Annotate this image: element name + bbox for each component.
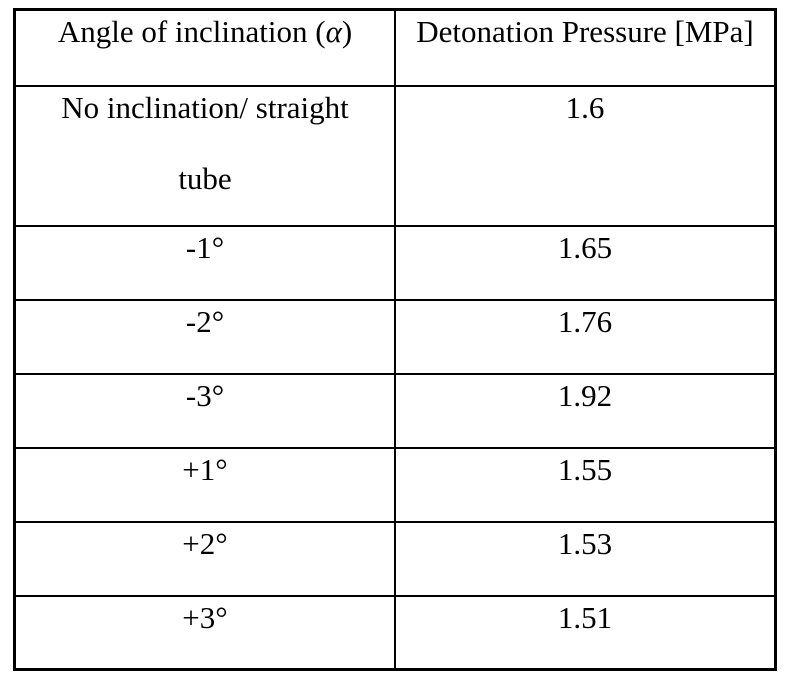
- table-row: -2° 1.76: [13, 298, 777, 375]
- angle-cell: -1°: [13, 224, 396, 301]
- table-row: +1° 1.55: [13, 446, 777, 523]
- angle-cell: No inclination/ straight tube: [13, 84, 396, 227]
- angle-cell: +3°: [13, 594, 396, 671]
- pressure-cell: 1.51: [394, 594, 777, 671]
- pressure-cell: 1.53: [394, 520, 777, 597]
- angle-cell: +1°: [13, 446, 396, 523]
- table-row: -3° 1.92: [13, 372, 777, 449]
- angle-cell: -3°: [13, 372, 396, 449]
- table-row: +3° 1.51: [13, 594, 777, 671]
- angle-line-2: tube: [178, 161, 232, 197]
- angle-line-1: No inclination/ straight: [61, 89, 349, 125]
- table-row: -1° 1.65: [13, 224, 777, 301]
- pressure-cell: 1.65: [394, 224, 777, 301]
- alpha-symbol: α: [325, 14, 342, 49]
- pressure-header-cell: Detonation Pressure [MPa]: [394, 8, 777, 87]
- pressure-cell: 1.76: [394, 298, 777, 375]
- pressure-cell: 1.55: [394, 446, 777, 523]
- angle-cell: -2°: [13, 298, 396, 375]
- angle-header-prefix: Angle of inclination (: [57, 14, 326, 49]
- table-row: No inclination/ straight tube 1.6: [13, 84, 777, 227]
- angle-header-cell: Angle of inclination (α): [13, 8, 396, 87]
- angle-header-suffix: ): [341, 14, 353, 49]
- table-header-row: Angle of inclination (α) Detonation Pres…: [13, 8, 777, 87]
- pressure-cell: 1.6: [394, 84, 777, 227]
- detonation-pressure-table: Angle of inclination (α) Detonation Pres…: [13, 8, 777, 671]
- angle-cell: +2°: [13, 520, 396, 597]
- pressure-cell: 1.92: [394, 372, 777, 449]
- table-row: +2° 1.53: [13, 520, 777, 597]
